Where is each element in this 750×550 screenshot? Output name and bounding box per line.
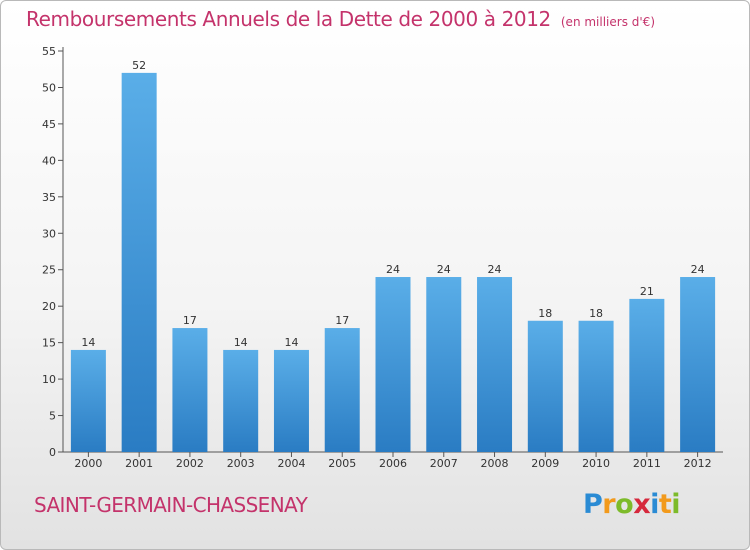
y-axis: 0 5 10 15 20 25 30 35 40 45 50 55 <box>42 45 64 459</box>
logo-letter: P <box>583 489 603 520</box>
bar-2006 <box>375 277 411 452</box>
data-label-2009: 18 <box>538 307 552 320</box>
data-label-2010: 18 <box>589 307 603 320</box>
data-label-2003: 14 <box>234 336 248 349</box>
bar-2009 <box>527 320 563 452</box>
bar-2003 <box>223 349 259 452</box>
data-label-2011: 21 <box>640 285 654 298</box>
bar-2005 <box>324 328 360 452</box>
x-tick-label-2003: 2003 <box>227 457 255 470</box>
bar-2012 <box>680 277 716 452</box>
y-tick-label: 5 <box>49 410 56 423</box>
bar-2011 <box>629 298 665 452</box>
logo-letter: t <box>658 489 672 520</box>
chart-title: Remboursements Annuels de la Dette de 20… <box>26 7 655 31</box>
x-tick-label-2006: 2006 <box>379 457 407 470</box>
y-tick-label: 45 <box>42 118 56 131</box>
data-label-2005: 17 <box>335 314 349 327</box>
y-tick-label: 10 <box>42 373 56 386</box>
data-label-2001: 52 <box>132 59 146 72</box>
x-tick-label-2009: 2009 <box>531 457 559 470</box>
bar-2002 <box>172 328 208 452</box>
x-tick-label-2008: 2008 <box>481 457 509 470</box>
data-labels: 14 52 17 14 14 17 24 24 24 18 18 21 24 <box>81 59 704 349</box>
x-tick-label-2000: 2000 <box>74 457 102 470</box>
bar-2001 <box>121 72 157 452</box>
data-label-2012: 24 <box>691 263 705 276</box>
title-text: Remboursements Annuels de la Dette de 20… <box>26 7 551 31</box>
logo-letter: x <box>633 489 651 520</box>
logo-letter: o <box>615 489 634 520</box>
x-tick-label-2010: 2010 <box>582 457 610 470</box>
data-label-2008: 24 <box>488 263 502 276</box>
bars <box>70 72 716 452</box>
y-tick-label: 0 <box>49 446 56 459</box>
data-label-2004: 14 <box>284 336 298 349</box>
logo-letter: i <box>671 489 681 520</box>
y-tick-label: 50 <box>42 81 56 94</box>
x-tick-label-2002: 2002 <box>176 457 204 470</box>
x-tick-label-2012: 2012 <box>684 457 712 470</box>
bar-2008 <box>477 277 513 452</box>
x-axis: 2000 2001 2002 2003 2004 2005 2006 2007 2008 2009… <box>63 451 723 470</box>
bar-2007 <box>426 277 462 452</box>
unit-label: (en milliers d'€) <box>560 15 655 29</box>
y-tick-label: 40 <box>42 154 56 167</box>
y-tick-label: 25 <box>42 264 56 277</box>
data-label-2000: 14 <box>81 336 95 349</box>
data-label-2007: 24 <box>437 263 451 276</box>
x-tick-label-2011: 2011 <box>633 457 661 470</box>
y-tick-label: 55 <box>42 45 56 58</box>
bar-2000 <box>70 349 106 452</box>
logo-letter: r <box>602 489 616 520</box>
x-tick-label-2004: 2004 <box>277 457 305 470</box>
data-label-2002: 17 <box>183 314 197 327</box>
y-tick-label: 35 <box>42 191 56 204</box>
data-label-2006: 24 <box>386 263 400 276</box>
commune-name: SAINT-GERMAIN-CHASSENAY <box>34 493 308 517</box>
y-tick-label: 20 <box>42 300 56 313</box>
bar-2004 <box>273 349 309 452</box>
x-tick-label-2007: 2007 <box>430 457 458 470</box>
proxiti-logo[interactable]: Proxiti <box>583 489 681 520</box>
bar-2010 <box>578 320 614 452</box>
y-tick-label: 15 <box>42 337 56 350</box>
x-tick-label-2005: 2005 <box>328 457 356 470</box>
x-tick-label-2001: 2001 <box>125 457 153 470</box>
logo-letter: i <box>650 489 659 520</box>
y-tick-label: 30 <box>42 227 56 240</box>
